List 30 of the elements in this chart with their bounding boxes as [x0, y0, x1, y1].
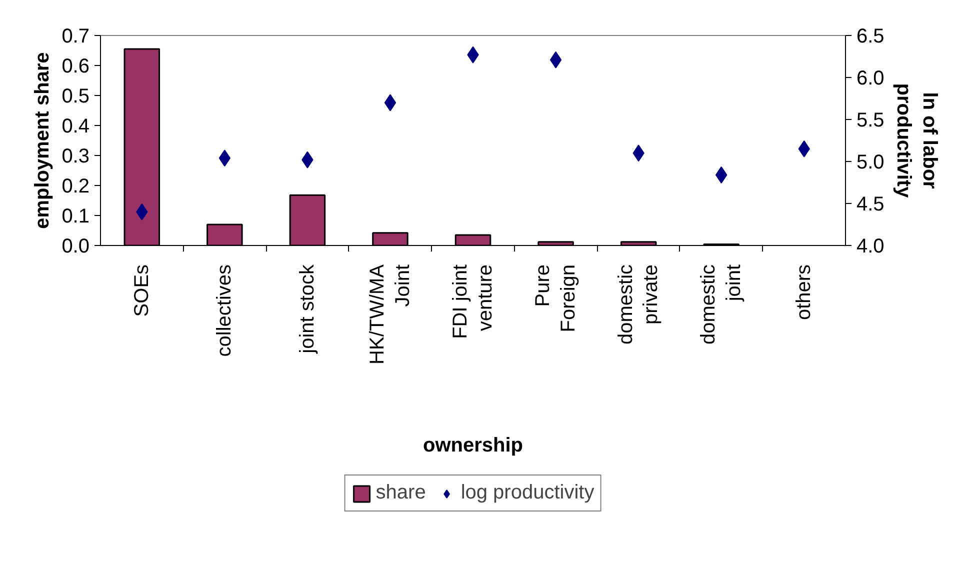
- x-axis-title: ownership: [422, 434, 524, 456]
- y2-tick-label: 6.5: [856, 26, 884, 48]
- y-axis-title: employment share: [32, 52, 54, 229]
- y2-tick-label: 6.0: [856, 68, 884, 90]
- x-tick-label: domestic private: [614, 264, 662, 344]
- y-tick-label: 0.0: [62, 236, 90, 258]
- x-tick-label: others: [793, 264, 816, 320]
- x-tick-label: FDI joint venture: [449, 264, 497, 339]
- x-tick-label: HK/TW/MA Joint: [366, 264, 414, 364]
- y2-tick-label: 4.5: [856, 194, 884, 216]
- y2-axis-title: ln of labor productivity: [892, 83, 941, 199]
- y-tick-label: 0.4: [62, 116, 90, 138]
- y-tick-label: 0.5: [62, 86, 90, 108]
- legend-label: share: [376, 482, 426, 504]
- y-tick-label: 0.2: [62, 176, 90, 198]
- y2-tick-label: 5.0: [856, 152, 884, 174]
- y-tick-label: 0.6: [62, 56, 90, 78]
- y2-tick-label: 4.0: [856, 236, 884, 258]
- x-tick-label: Pure Foreign: [532, 264, 580, 332]
- y-tick-label: 0.7: [62, 26, 90, 48]
- point: [550, 51, 562, 68]
- y2-tick-label: 5.5: [856, 110, 884, 132]
- y-tick-label: 0.3: [62, 146, 90, 168]
- x-tick-label: joint stock: [296, 263, 318, 354]
- y-tick-label: 0.1: [62, 206, 90, 228]
- x-tick-label: domestic joint: [698, 264, 745, 344]
- legend-label: log productivity: [460, 482, 594, 504]
- x-tick-label: collectives: [214, 264, 236, 357]
- x-tick-label: SOEs: [130, 264, 153, 317]
- point: [384, 94, 396, 112]
